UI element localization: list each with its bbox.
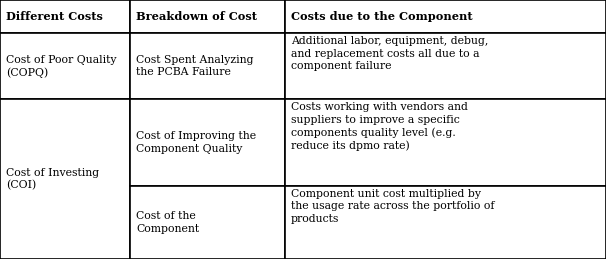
Text: Additional labor, equipment, debug,
and replacement costs all due to a
component: Additional labor, equipment, debug, and … bbox=[291, 36, 488, 71]
Text: Breakdown of Cost: Breakdown of Cost bbox=[136, 11, 258, 22]
Bar bbox=[0, 0, 130, 33]
Bar bbox=[130, 186, 285, 259]
Bar bbox=[0, 33, 130, 99]
Text: Costs working with vendors and
suppliers to improve a specific
components qualit: Costs working with vendors and suppliers… bbox=[291, 102, 468, 151]
Bar bbox=[285, 99, 606, 186]
Bar bbox=[285, 33, 606, 99]
Bar bbox=[130, 99, 285, 186]
Text: Cost of Improving the
Component Quality: Cost of Improving the Component Quality bbox=[136, 131, 256, 154]
Text: Costs due to the Component: Costs due to the Component bbox=[291, 11, 473, 22]
Text: Cost Spent Analyzing
the PCBA Failure: Cost Spent Analyzing the PCBA Failure bbox=[136, 55, 254, 77]
Text: Cost of Investing
(COI): Cost of Investing (COI) bbox=[6, 168, 99, 191]
Bar bbox=[130, 33, 285, 99]
Text: Cost of the
Component: Cost of the Component bbox=[136, 211, 199, 234]
Text: Different Costs: Different Costs bbox=[6, 11, 103, 22]
Bar bbox=[130, 0, 285, 33]
Bar bbox=[285, 0, 606, 33]
Bar bbox=[285, 186, 606, 259]
Text: Cost of Poor Quality
(COPQ): Cost of Poor Quality (COPQ) bbox=[6, 55, 116, 78]
Bar bbox=[0, 99, 130, 259]
Text: Component unit cost multiplied by
the usage rate across the portfolio of
product: Component unit cost multiplied by the us… bbox=[291, 189, 494, 224]
